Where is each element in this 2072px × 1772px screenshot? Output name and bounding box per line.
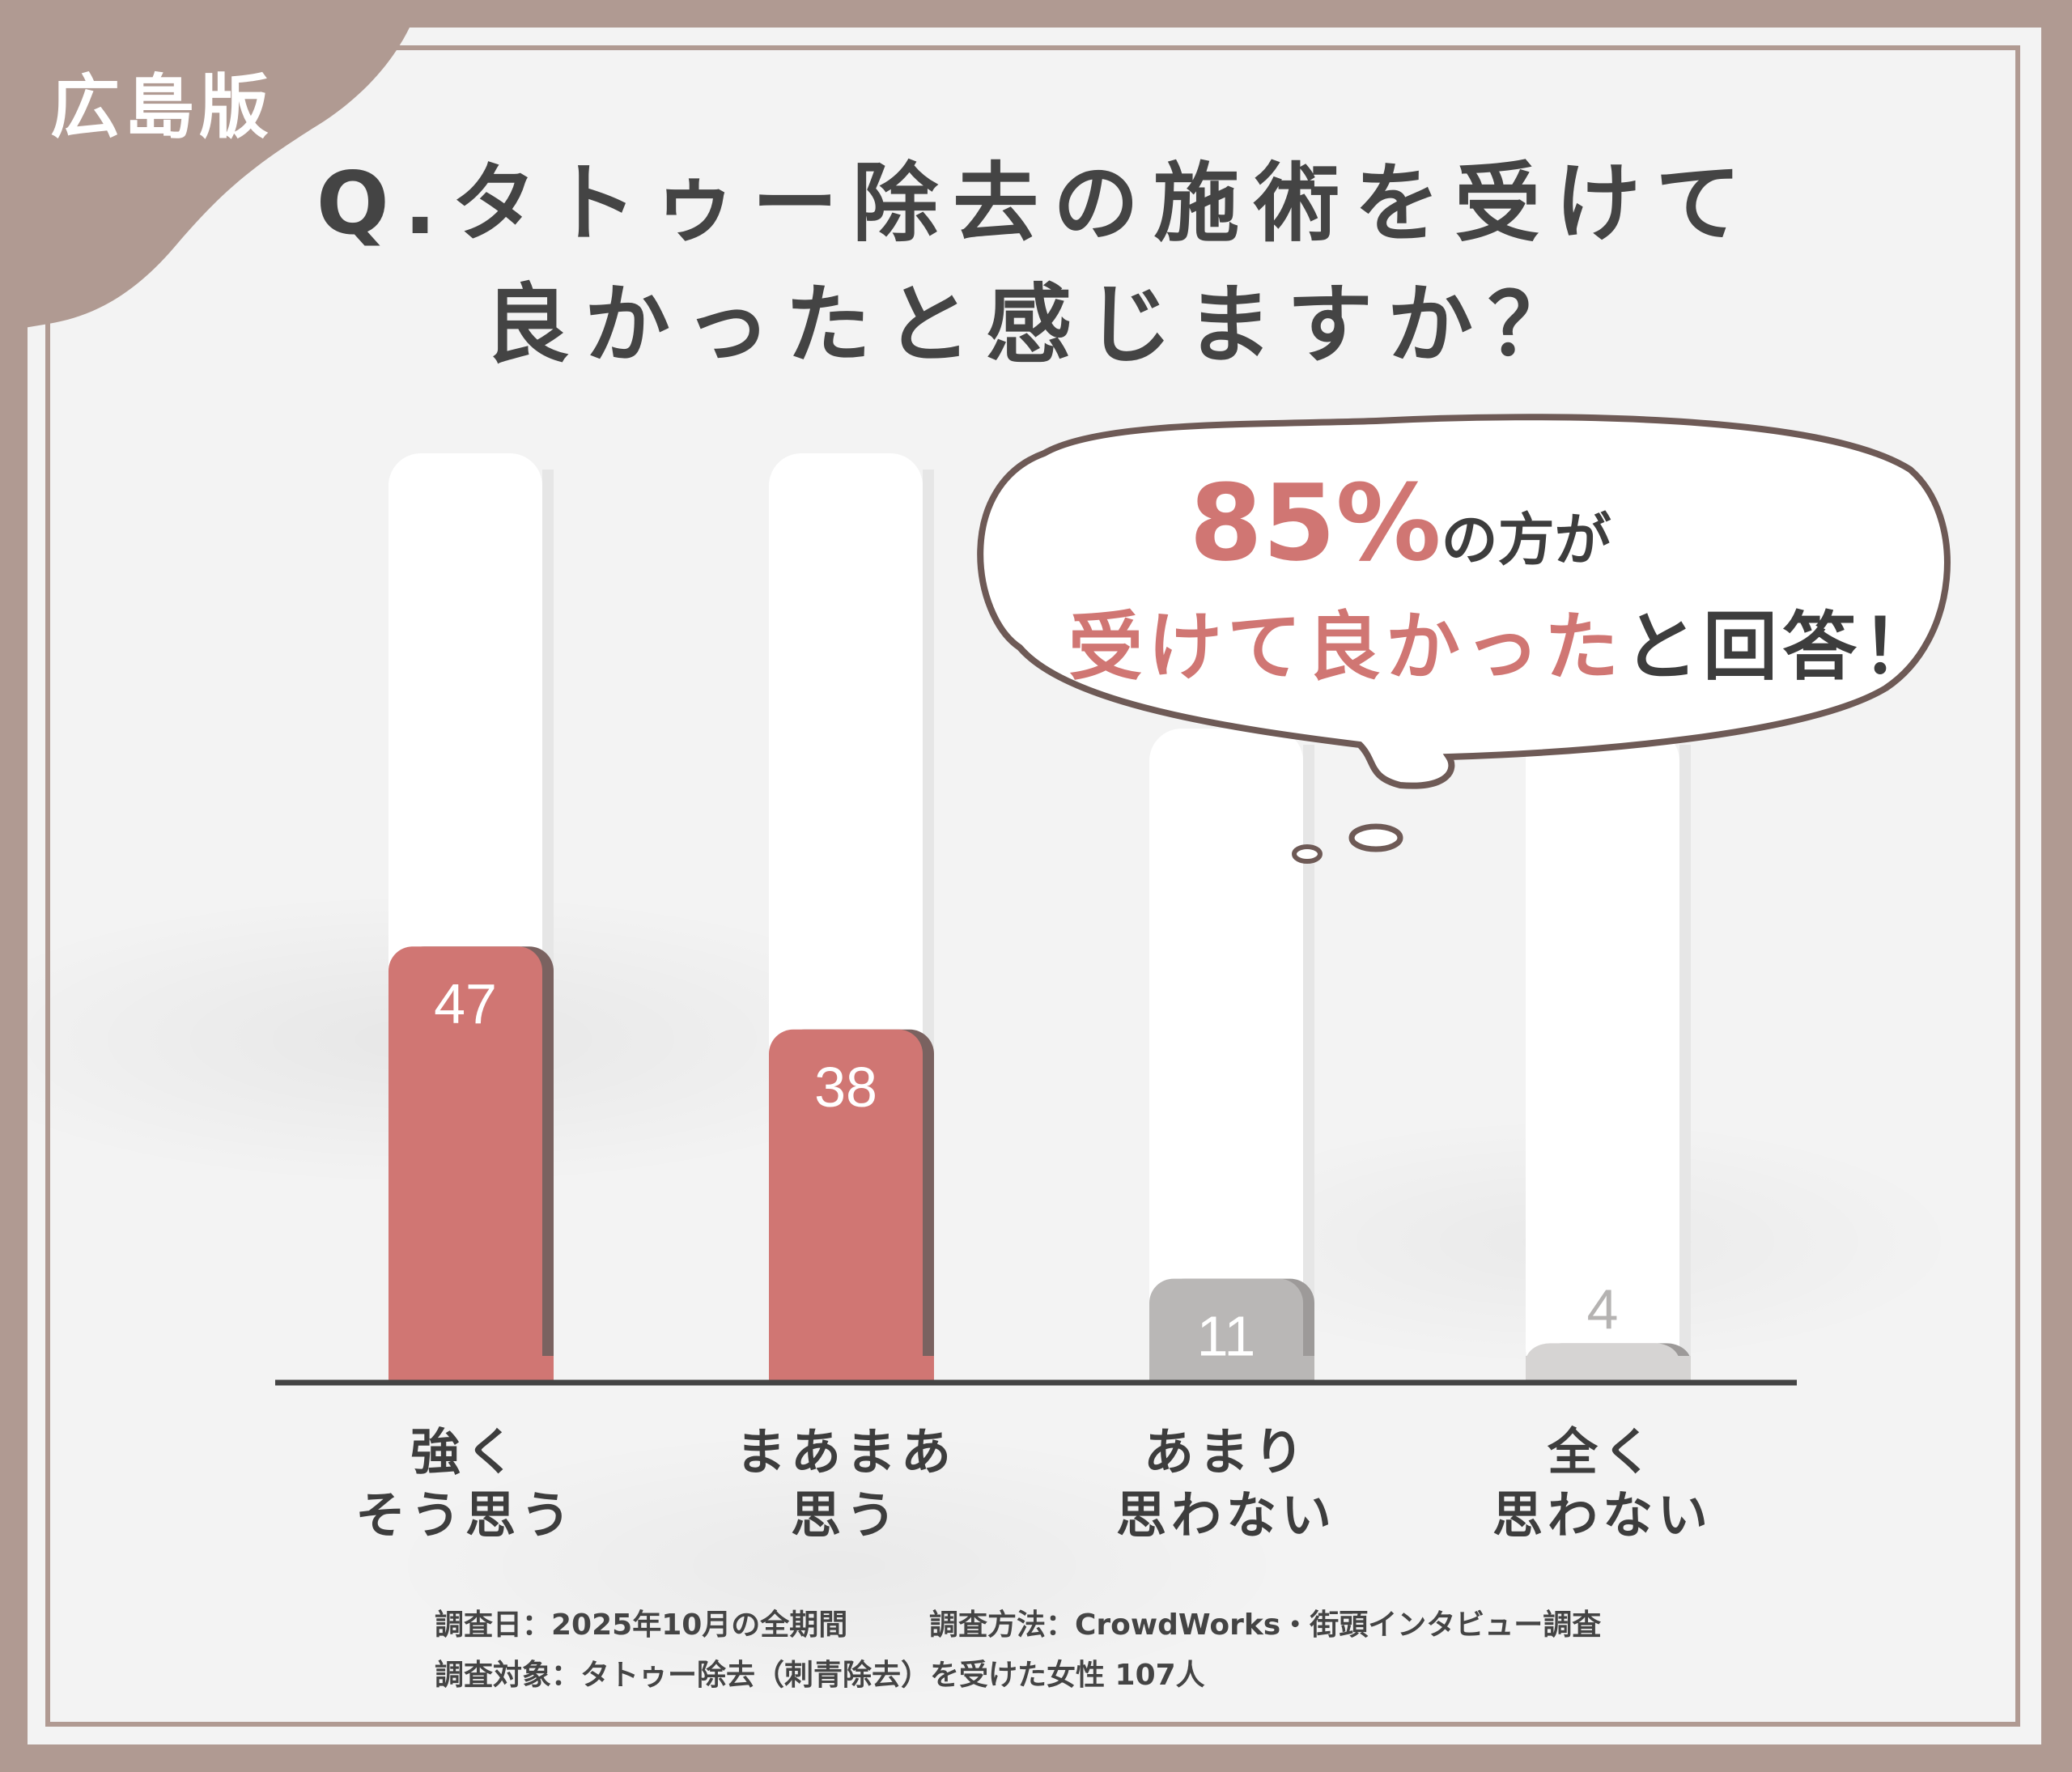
bar-value-label: 11 (1197, 1305, 1256, 1368)
x-axis-tick-label: 強く そう思う (295, 1421, 635, 1547)
corner-badge (0, 0, 453, 332)
callout-percent: 85% (1189, 461, 1441, 584)
bar-base (1149, 1356, 1314, 1380)
x-axis-tick-label: まあまあ 思う (676, 1421, 1016, 1547)
speech-bubble (977, 414, 1951, 864)
bar (1149, 1278, 1303, 1380)
bar-base (388, 1356, 554, 1380)
bar-value-label: 38 (814, 1056, 877, 1119)
bar-track (1149, 729, 1303, 1380)
footnote-date: 調査日：2025年10月の全期間 (435, 1608, 848, 1642)
callout-line-2-rest: と回答！ (1624, 604, 1942, 691)
x-axis-tick-label-line: あまり (1143, 1422, 1309, 1481)
bar-value-label: 4 (1587, 1277, 1619, 1341)
bar (769, 1029, 923, 1380)
bar-base (1526, 1356, 1691, 1380)
bar-value-label: 47 (434, 972, 497, 1035)
bar (388, 946, 542, 1380)
callout-line-2: 受けて良かったと回答！ (987, 587, 1959, 695)
bars: 47 38 11 4 (388, 946, 1691, 1380)
x-axis-tick-label-line: そう思う (355, 1485, 575, 1545)
callout-line-1-rest: の方が (1441, 507, 1611, 573)
x-axis-tick-label-line: まあまあ (735, 1422, 956, 1481)
bar-tracks (388, 453, 1691, 1380)
bar-base (769, 1356, 934, 1380)
bar-track-shadow (1679, 745, 1691, 1380)
x-axis-tick-label-line: 思わない (1492, 1485, 1713, 1545)
x-axis-tick-label-line: 思わない (1115, 1485, 1336, 1545)
callout-highlight: 受けて良かった (1068, 604, 1624, 691)
footnote-subjects: 調査対象：タトゥー除去（刺青除去）を受けた女性 107人 (435, 1659, 1205, 1692)
question-title-line-2: 良かったと感じますか？ (484, 275, 1588, 375)
footnote-method: 調査方法：CrowdWorks・街頭インタビュー調査 (929, 1608, 1602, 1642)
question-title-line-1: Q.タトゥー除去の施術を受けて (316, 154, 1756, 253)
poster-background (28, 28, 2041, 1744)
callout-line-1: 85%の方が (987, 461, 1813, 584)
x-axis-tick-label-line: 全く (1547, 1422, 1658, 1481)
x-axis-tick-label: 全く 思わない (1433, 1421, 1773, 1547)
x-axis-tick-label-line: 強く (410, 1422, 520, 1481)
edition-label: 広島版 (50, 67, 274, 148)
x-axis-tick-label: あまり 思わない (1056, 1421, 1396, 1547)
bar-track (1526, 729, 1679, 1380)
x-axis-tick-label-line: 思う (790, 1485, 901, 1545)
bar-track-shadow (1303, 745, 1314, 1380)
